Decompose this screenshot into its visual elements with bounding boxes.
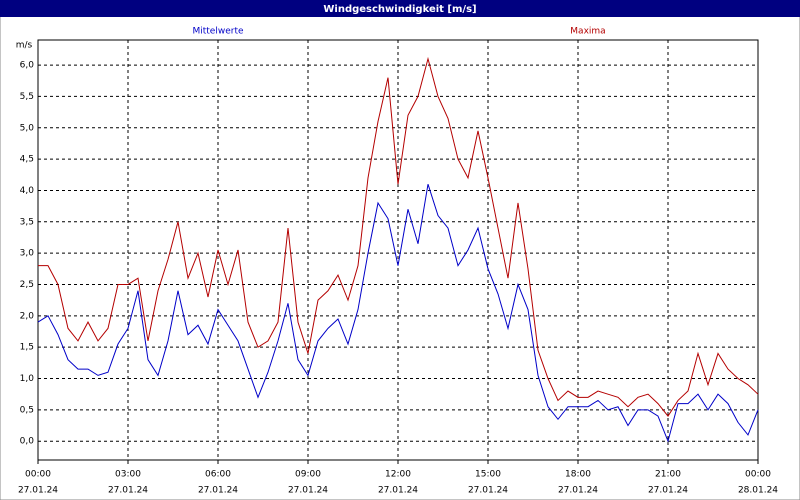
- x-tick-date: 27.01.24: [108, 486, 148, 496]
- y-tick-label: 6,0: [20, 61, 35, 71]
- chart-title: Windgeschwindigkeit [m/s]: [323, 4, 476, 15]
- y-tick-label: 4,0: [20, 186, 35, 196]
- x-tick-date: 27.01.24: [198, 486, 238, 496]
- y-tick-label: 4,5: [20, 155, 34, 165]
- x-tick-label: 12:00: [385, 470, 411, 480]
- x-tick-label: 21:00: [655, 470, 681, 480]
- x-tick-date: 28.01.24: [738, 486, 778, 496]
- legend-label: Maxima: [570, 27, 605, 37]
- x-tick-date: 27.01.24: [468, 486, 508, 496]
- y-tick-label: 2,5: [20, 280, 34, 290]
- y-tick-label: 1,0: [20, 374, 35, 384]
- y-tick-label: 5,0: [20, 123, 35, 133]
- y-tick-label: 3,5: [20, 217, 34, 227]
- y-axis-label: m/s: [16, 41, 33, 51]
- y-tick-label: 3,0: [20, 249, 35, 259]
- series-line: [37, 184, 759, 443]
- x-tick-date: 27.01.24: [648, 486, 688, 496]
- y-tick-label: 0,5: [20, 405, 34, 415]
- y-tick-label: 5,5: [20, 92, 34, 102]
- y-tick-label: 1,5: [20, 343, 34, 353]
- x-tick-date: 27.01.24: [18, 486, 58, 496]
- x-tick-date: 27.01.24: [378, 486, 418, 496]
- x-tick-label: 06:00: [205, 470, 231, 480]
- legend-label: Mittelwerte: [192, 27, 243, 37]
- title-bar: [0, 0, 800, 17]
- y-tick-label: 2,0: [20, 311, 35, 321]
- series-line: [38, 56, 759, 417]
- x-tick-label: 15:00: [475, 470, 501, 480]
- x-tick-label: 00:00: [745, 470, 771, 480]
- x-tick-label: 00:00: [25, 470, 51, 480]
- x-tick-label: 09:00: [295, 470, 321, 480]
- x-tick-label: 18:00: [565, 470, 591, 480]
- x-tick-label: 03:00: [115, 470, 141, 480]
- y-tick-label: 0,0: [20, 437, 35, 447]
- x-tick-date: 27.01.24: [288, 486, 328, 496]
- x-tick-date: 27.01.24: [558, 486, 598, 496]
